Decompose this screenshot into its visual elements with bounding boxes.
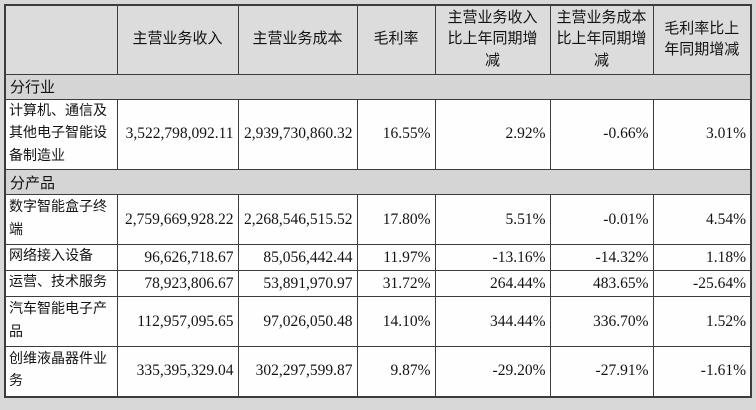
- cell-revenue-yoy: 5.51%: [434, 194, 551, 246]
- cell-margin: 9.87%: [356, 346, 436, 398]
- table-row-network-access: 网络接入设备 96,626,718.67 85,056,442.44 11.97…: [4, 244, 752, 272]
- cell-revenue: 112,957,095.65: [116, 296, 239, 348]
- cell-revenue: 3,522,798,092.11: [116, 98, 239, 171]
- cell-margin-yoy: 1.52%: [652, 296, 752, 348]
- cell-name: 汽车智能电子产品: [4, 296, 118, 348]
- cell-margin-yoy: 4.54%: [652, 194, 752, 246]
- cell-cost-yoy: -14.32%: [549, 244, 654, 272]
- cell-cost-yoy: -27.91%: [549, 346, 654, 398]
- table-row-operations-services: 运营、技术服务 78,923,806.67 53,891,970.97 31.7…: [4, 270, 752, 298]
- cell-name: 网络接入设备: [4, 244, 118, 272]
- cell-revenue: 96,626,718.67: [116, 244, 239, 272]
- cell-cost: 302,297,599.87: [237, 346, 358, 398]
- cell-revenue-yoy: -13.16%: [434, 244, 551, 272]
- table-row-lcd-devices: 创维液晶器件业务 335,395,329.04 302,297,599.87 9…: [4, 346, 752, 398]
- col-header-revenue: 主营业务收入: [116, 4, 239, 75]
- cell-margin: 14.10%: [356, 296, 436, 348]
- cell-revenue-yoy: 264.44%: [434, 270, 551, 298]
- section-row-by-product: 分产品: [4, 169, 752, 196]
- cell-margin-yoy: 3.01%: [652, 98, 752, 171]
- col-header-cost: 主营业务成本: [237, 4, 358, 75]
- cell-margin: 16.55%: [356, 98, 436, 171]
- cell-name: 数字智能盒子终端: [4, 194, 118, 246]
- main-business-breakdown-table: 主营业务收入 主营业务成本 毛利率 主营业务收入比上年同期增减 主营业务成本比上…: [4, 4, 752, 398]
- cell-revenue: 335,395,329.04: [116, 346, 239, 398]
- cell-revenue-yoy: 2.92%: [434, 98, 551, 171]
- table-row-automotive-electronics: 汽车智能电子产品 112,957,095.65 97,026,050.48 14…: [4, 296, 752, 348]
- cell-revenue-yoy: -29.20%: [434, 346, 551, 398]
- cell-revenue-yoy: 344.44%: [434, 296, 551, 348]
- table-row-digital-smart-box: 数字智能盒子终端 2,759,669,928.22 2,268,546,515.…: [4, 194, 752, 246]
- section-label: 分产品: [4, 169, 752, 196]
- table-row-computer-industry: 计算机、通信及其他电子智能设备制造业 3,522,798,092.11 2,93…: [4, 98, 752, 171]
- cell-cost-yoy: -0.66%: [549, 98, 654, 171]
- section-label: 分行业: [4, 73, 752, 100]
- cell-cost: 2,939,730,860.32: [237, 98, 358, 171]
- col-header-blank: [4, 4, 118, 75]
- cell-cost-yoy: -0.01%: [549, 194, 654, 246]
- cell-name: 计算机、通信及其他电子智能设备制造业: [4, 98, 118, 171]
- header-row: 主营业务收入 主营业务成本 毛利率 主营业务收入比上年同期增减 主营业务成本比上…: [4, 4, 752, 75]
- col-header-cost-yoy: 主营业务成本比上年同期增减: [549, 4, 654, 75]
- cell-cost: 97,026,050.48: [237, 296, 358, 348]
- col-header-margin: 毛利率: [356, 4, 436, 75]
- cell-margin-yoy: -25.64%: [652, 270, 752, 298]
- cell-cost-yoy: 336.70%: [549, 296, 654, 348]
- cell-margin-yoy: 1.18%: [652, 244, 752, 272]
- cell-margin: 31.72%: [356, 270, 436, 298]
- cell-cost: 53,891,970.97: [237, 270, 358, 298]
- col-header-margin-yoy: 毛利率比上年同期增减: [652, 4, 752, 75]
- section-row-by-industry: 分行业: [4, 73, 752, 100]
- cell-revenue: 78,923,806.67: [116, 270, 239, 298]
- cell-cost: 85,056,442.44: [237, 244, 358, 272]
- cell-margin: 11.97%: [356, 244, 436, 272]
- cell-revenue: 2,759,669,928.22: [116, 194, 239, 246]
- cell-name: 创维液晶器件业务: [4, 346, 118, 398]
- cell-cost: 2,268,546,515.52: [237, 194, 358, 246]
- cell-cost-yoy: 483.65%: [549, 270, 654, 298]
- col-header-revenue-yoy: 主营业务收入比上年同期增减: [434, 4, 551, 75]
- cell-margin: 17.80%: [356, 194, 436, 246]
- cell-name: 运营、技术服务: [4, 270, 118, 298]
- cell-margin-yoy: -1.61%: [652, 346, 752, 398]
